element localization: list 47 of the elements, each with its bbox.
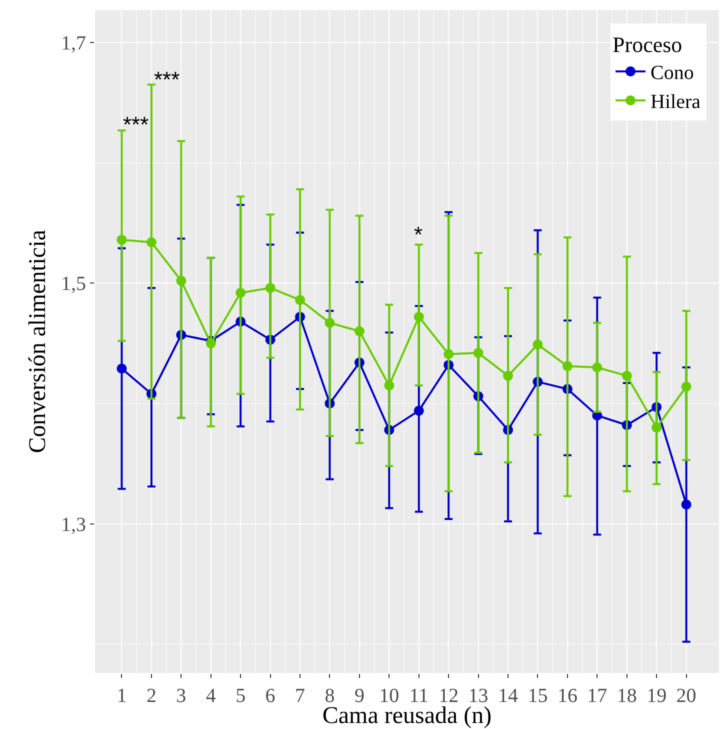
point [681,500,692,510]
annotation: *** [154,67,180,92]
point [592,362,602,372]
x-tick-label: 17 [587,685,608,707]
annotation: * [414,222,423,247]
point [295,294,306,305]
point [414,406,424,416]
y-tick-label: 1,3 [61,514,86,536]
point [444,349,454,360]
point [324,318,335,328]
point [652,422,662,433]
x-tick-label: 7 [295,685,306,707]
x-tick-label: 4 [206,685,216,707]
point [236,288,246,298]
point [116,234,127,245]
point [116,364,127,374]
y-tick-label: 1,7 [61,32,86,54]
point [473,348,484,358]
point [176,276,186,286]
x-tick-label: 5 [236,685,246,707]
point [503,370,514,381]
point [414,312,424,322]
point [146,237,156,248]
point [532,340,543,350]
point [384,380,394,390]
x-tick-label: 2 [146,685,156,707]
x-tick-label: 20 [676,685,696,707]
point [206,338,216,348]
x-tick-label: 6 [265,685,276,707]
x-tick-label: 14 [498,685,518,707]
x-tick-label: 15 [528,685,548,707]
x-tick-label: 3 [176,685,186,707]
legend-label: Hilera [650,91,701,114]
x-tick-label: 18 [616,685,637,707]
y-tick-label: 1,5 [61,273,86,296]
legend-label: Cono [650,62,694,84]
y-axis-title: Conversión alimenticia [25,230,52,454]
point [681,382,692,392]
point [622,370,632,381]
point [354,326,364,336]
x-tick-label: 16 [557,685,578,707]
point [562,361,572,372]
legend-title: Proceso [612,32,682,57]
annotation: *** [123,112,150,137]
point [265,282,276,293]
x-tick-label: 19 [646,685,667,707]
x-tick-label: 1 [116,685,127,707]
